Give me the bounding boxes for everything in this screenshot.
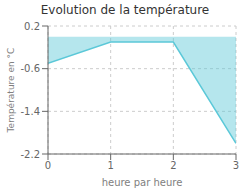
svg-text:Température en °C: Température en °C: [8, 48, 16, 134]
svg-text:-0.6: -0.6: [20, 63, 40, 74]
svg-text:heure par heure: heure par heure: [102, 177, 183, 188]
svg-text:-1.4: -1.4: [20, 106, 40, 117]
svg-text:2: 2: [170, 160, 176, 171]
svg-text:3: 3: [233, 160, 239, 171]
svg-text:1: 1: [107, 160, 113, 171]
svg-text:0: 0: [45, 160, 51, 171]
svg-text:0.2: 0.2: [24, 21, 40, 32]
html-text:Evolution de la température: Evolution de la température: [40, 3, 210, 17]
svg-text:-2.2: -2.2: [20, 149, 40, 160]
